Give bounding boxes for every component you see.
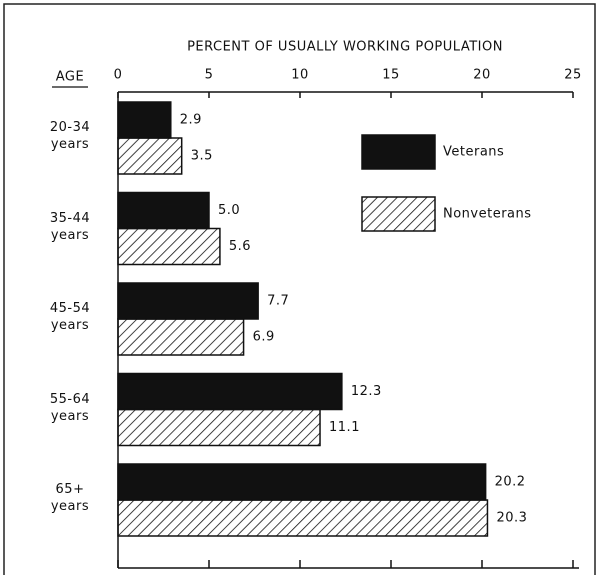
value-label: 3.5 (191, 149, 213, 164)
value-label: 11.1 (329, 420, 360, 435)
bar (117, 227, 221, 266)
bar (117, 282, 259, 320)
bar (117, 101, 172, 139)
bar (117, 499, 489, 537)
category-axis-label: AGE (56, 70, 84, 85)
value-label: 2.9 (180, 113, 202, 128)
bar (117, 191, 210, 230)
x-tick-label: 25 (564, 68, 582, 83)
chart-title: PERCENT OF USUALLY WORKING POPULATION (187, 40, 503, 55)
frame (3, 3, 596, 575)
x-tick-label: 0 (114, 68, 123, 83)
value-label: 20.3 (496, 511, 527, 526)
bar (117, 137, 183, 175)
x-tick-label: 5 (205, 68, 214, 83)
legend-swatch (361, 134, 436, 170)
value-label: 7.7 (267, 294, 289, 309)
bar (117, 463, 487, 501)
category-label: 20-34 years (49, 120, 91, 152)
legend-swatch (361, 196, 436, 232)
value-label: 20.2 (495, 475, 526, 490)
x-tick-label: 20 (473, 68, 491, 83)
value-label: 5.0 (218, 203, 240, 218)
bar (117, 372, 343, 411)
category-label: 55-64 years (49, 391, 91, 424)
value-label: 6.9 (253, 330, 275, 345)
category-label: 45-54 years (49, 301, 91, 333)
legend-label: Veterans (443, 145, 504, 160)
value-label: 5.6 (229, 239, 251, 254)
x-tick-label: 10 (291, 68, 309, 83)
bar (117, 408, 321, 447)
category-label: 65+ years (50, 482, 90, 514)
x-tick-label: 15 (382, 68, 400, 83)
legend-label: Nonveterans (443, 207, 532, 222)
value-label: 12.3 (351, 384, 382, 399)
category-label: 35-44 years (49, 210, 91, 243)
bar (117, 318, 245, 356)
